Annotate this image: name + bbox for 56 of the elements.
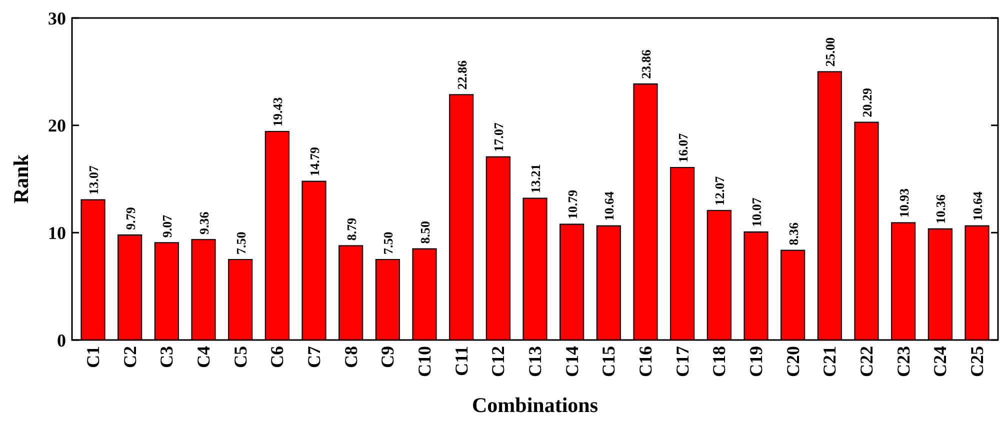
x-tick-label: C13: [525, 346, 545, 377]
data-label: 14.79: [307, 146, 322, 176]
x-tick-label: C10: [414, 346, 434, 377]
data-label: 8.36: [786, 222, 801, 246]
data-label: 13.07: [86, 164, 101, 195]
x-tick-label: C16: [636, 346, 656, 377]
data-label: 17.07: [491, 122, 506, 152]
x-tick-label: C21: [820, 346, 840, 377]
x-tick-label: C15: [598, 346, 619, 377]
y-tick-label: 10: [48, 222, 66, 243]
x-tick-label: C6: [267, 346, 288, 368]
x-tick-label: C1: [82, 346, 103, 368]
x-tick-label: C14: [562, 346, 582, 377]
x-tick-label: C11: [451, 346, 472, 376]
x-axis-title: Combinations: [472, 393, 598, 417]
x-tick-label: C5: [230, 346, 250, 368]
data-label: 9.79: [122, 206, 138, 230]
y-axis-title: Rank: [9, 154, 33, 204]
x-tick-label: C9: [378, 346, 398, 368]
x-tick-label: C8: [340, 346, 361, 368]
x-tick-label: C18: [709, 346, 730, 377]
data-label: 19.43: [270, 96, 286, 126]
x-tick-label: C25: [967, 346, 988, 377]
data-label: 10.93: [896, 188, 912, 218]
data-label: 22.86: [454, 60, 470, 90]
data-label: 20.29: [860, 87, 875, 118]
x-tick-label: C7: [304, 346, 324, 368]
x-tick-label: C2: [120, 346, 140, 368]
x-tick-label: C12: [488, 346, 508, 377]
x-tick-label: C4: [193, 346, 214, 368]
data-label: 23.86: [638, 49, 654, 79]
y-tick-label: 0: [57, 330, 66, 350]
x-tick-label: C22: [856, 346, 877, 377]
y-tick-label: 20: [48, 116, 66, 136]
data-label: 25.00: [822, 37, 838, 67]
data-label: 10.64: [602, 191, 617, 221]
x-tick-label: C3: [156, 346, 177, 368]
x-tick-label: C19: [746, 346, 766, 377]
data-label: 12.07: [712, 176, 728, 206]
x-tick-label: C23: [893, 346, 914, 377]
data-label: 8.79: [344, 217, 359, 241]
data-label: 10.07: [749, 197, 764, 227]
data-label: 13.21: [528, 164, 543, 194]
data-label: 7.50: [380, 232, 396, 254]
data-label: 10.64: [970, 191, 986, 221]
data-label: 9.36: [196, 211, 212, 235]
x-tick-label: C17: [672, 346, 692, 377]
data-label: 10.79: [564, 189, 580, 220]
y-tick-label: 30: [48, 8, 66, 28]
data-label: 16.07: [675, 132, 690, 163]
data-label: 7.50: [233, 232, 248, 254]
data-label: 10.36: [933, 194, 948, 224]
data-label: 8.50: [418, 221, 432, 244]
x-tick-label: C20: [782, 346, 803, 377]
data-label: 9.07: [160, 214, 175, 238]
x-tick-label: C24: [930, 346, 950, 377]
